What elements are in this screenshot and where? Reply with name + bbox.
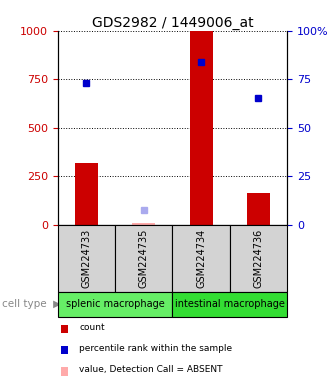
Text: GSM224734: GSM224734 xyxy=(196,228,206,288)
Bar xyxy=(75,162,98,225)
Text: GSM224736: GSM224736 xyxy=(253,228,263,288)
Bar xyxy=(190,31,213,225)
Text: value, Detection Call = ABSENT: value, Detection Call = ABSENT xyxy=(79,365,223,374)
Title: GDS2982 / 1449006_at: GDS2982 / 1449006_at xyxy=(92,16,253,30)
Text: intestinal macrophage: intestinal macrophage xyxy=(175,299,285,310)
Bar xyxy=(247,193,270,225)
Text: cell type  ▶: cell type ▶ xyxy=(2,299,61,310)
Text: GSM224733: GSM224733 xyxy=(82,228,91,288)
Text: GSM224735: GSM224735 xyxy=(139,228,149,288)
Bar xyxy=(132,223,155,225)
Text: count: count xyxy=(79,323,105,332)
Text: percentile rank within the sample: percentile rank within the sample xyxy=(79,344,232,353)
Text: splenic macrophage: splenic macrophage xyxy=(66,299,164,310)
